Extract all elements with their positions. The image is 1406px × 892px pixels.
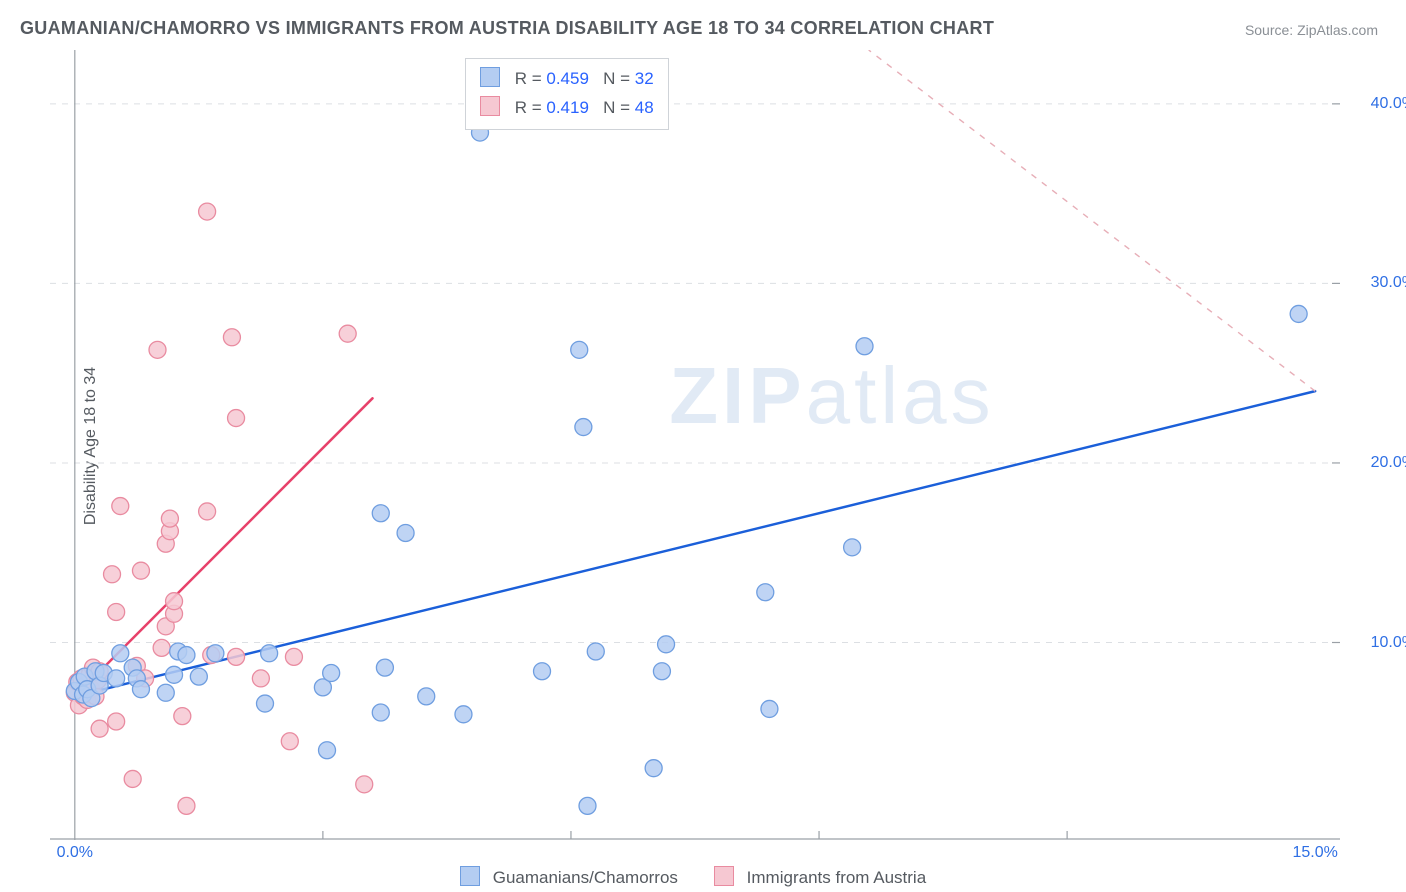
legend-swatch-pink — [480, 96, 500, 116]
legend-row-blue: R = 0.459 N = 32 — [480, 65, 654, 94]
x-tick-label: 15.0% — [1293, 844, 1338, 892]
legend-swatch-blue — [460, 866, 480, 886]
chart-title: GUAMANIAN/CHAMORRO VS IMMIGRANTS FROM AU… — [20, 18, 994, 39]
source-attribution: Source: ZipAtlas.com — [1245, 22, 1378, 38]
y-tick-label: 30.0% — [1336, 274, 1406, 292]
y-tick-label: 40.0% — [1336, 95, 1406, 113]
correlation-legend: R = 0.459 N = 32 R = 0.419 N = 48 — [465, 58, 669, 130]
legend-label-pink: Immigrants from Austria — [747, 868, 927, 887]
r-value-blue: 0.459 — [546, 69, 589, 88]
legend-label-blue: Guamanians/Chamorros — [493, 868, 678, 887]
n-value-pink: 48 — [635, 98, 654, 117]
y-tick-label: 10.0% — [1336, 634, 1406, 652]
y-tick-label: 20.0% — [1336, 454, 1406, 472]
series-legend: Guamanians/Chamorros Immigrants from Aus… — [460, 866, 926, 888]
scatter-plot — [50, 50, 1340, 840]
legend-item-blue: Guamanians/Chamorros — [460, 866, 678, 888]
n-value-blue: 32 — [635, 69, 654, 88]
x-tick-label: 0.0% — [57, 844, 93, 892]
legend-item-pink: Immigrants from Austria — [714, 866, 926, 888]
legend-swatch-pink — [714, 866, 734, 886]
legend-row-pink: R = 0.419 N = 48 — [480, 94, 654, 123]
r-value-pink: 0.419 — [546, 98, 589, 117]
legend-swatch-blue — [480, 67, 500, 87]
